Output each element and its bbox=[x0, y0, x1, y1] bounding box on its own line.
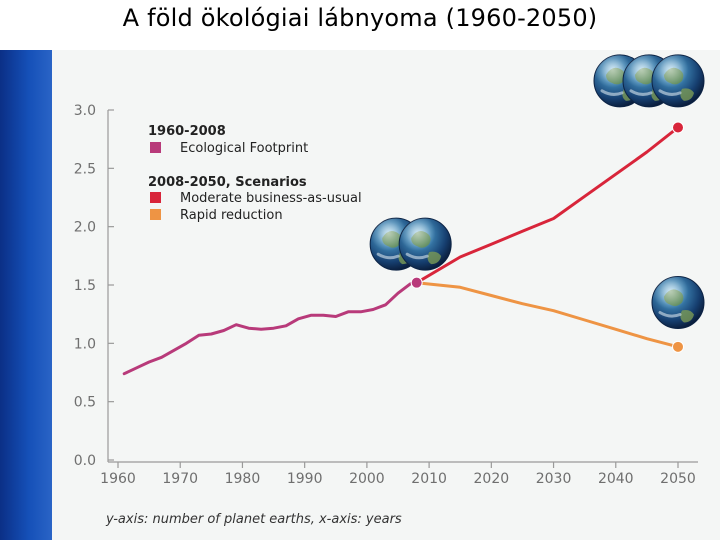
axis-layer bbox=[107, 110, 698, 463]
endpoint-marker bbox=[672, 340, 684, 353]
x-tick-label: 1990 bbox=[287, 471, 323, 487]
legend-item-rapid-reduction: Rapid reduction bbox=[180, 208, 283, 223]
x-tick-label: 1960 bbox=[100, 471, 136, 487]
x-tick-label: 2020 bbox=[474, 471, 510, 487]
legend-item-business-as-usual: Moderate business-as-usual bbox=[180, 191, 362, 206]
chart-panel: 0.0 0.5 1.0 1.5 2.0 2.5 3.0 1960 1970 1980 1990 20… bbox=[52, 50, 720, 540]
series-line-rapid-reduction bbox=[415, 281, 680, 349]
globe-layer bbox=[369, 54, 705, 329]
endpoint-marker bbox=[672, 121, 684, 134]
series-layer bbox=[122, 126, 680, 376]
y-tick-label: 2.5 bbox=[74, 161, 96, 177]
chart-caption: y-axis: number of planet earths, x-axis:… bbox=[105, 512, 402, 527]
slide-title: A föld ökológiai lábnyoma (1960-2050) bbox=[122, 4, 598, 32]
legend-swatch-business-as-usual bbox=[150, 192, 161, 203]
globe-icon bbox=[651, 54, 705, 108]
x-tick-label: 2040 bbox=[598, 471, 634, 487]
y-tick-label: 0.5 bbox=[74, 395, 96, 411]
endpoint-layer bbox=[410, 121, 684, 353]
y-tick-label: 3.0 bbox=[74, 103, 96, 119]
globe-icon bbox=[398, 217, 452, 271]
chart-legend: 1960-2008 Ecological Footprint 2008-2050… bbox=[148, 124, 362, 223]
y-tick-label: 0.0 bbox=[74, 453, 96, 469]
series-line-ecological-footprint bbox=[122, 281, 419, 376]
x-tick-label: 2030 bbox=[536, 471, 572, 487]
y-tick-label: 1.0 bbox=[74, 336, 96, 352]
x-tick-label: 1980 bbox=[225, 471, 261, 487]
x-tick-label: 2050 bbox=[660, 471, 696, 487]
globe-icon bbox=[651, 276, 705, 329]
series-line-moderate-business-as-usual bbox=[415, 126, 680, 285]
y-tick-layer: 0.0 0.5 1.0 1.5 2.0 2.5 3.0 bbox=[74, 103, 114, 469]
left-decorative-band bbox=[0, 50, 52, 540]
x-tick-label: 1970 bbox=[162, 471, 198, 487]
y-tick-label: 1.5 bbox=[74, 278, 96, 294]
legend-item-footprint: Ecological Footprint bbox=[180, 141, 308, 156]
y-tick-label: 2.0 bbox=[74, 220, 96, 236]
endpoint-marker bbox=[410, 276, 423, 289]
legend-group1-title: 1960-2008 bbox=[148, 124, 226, 139]
legend-group2-title: 2008-2050, Scenarios bbox=[148, 175, 307, 190]
legend-swatch-footprint bbox=[150, 142, 161, 153]
x-tick-label: 2000 bbox=[349, 471, 385, 487]
legend-swatch-rapid-reduction bbox=[150, 209, 161, 220]
footprint-chart: 0.0 0.5 1.0 1.5 2.0 2.5 3.0 1960 1970 1980 1990 20… bbox=[74, 54, 705, 527]
x-tick-layer: 1960 1970 1980 1990 2000 2010 2020 2030 2040 2050 bbox=[100, 462, 696, 487]
x-tick-label: 2010 bbox=[411, 471, 447, 487]
